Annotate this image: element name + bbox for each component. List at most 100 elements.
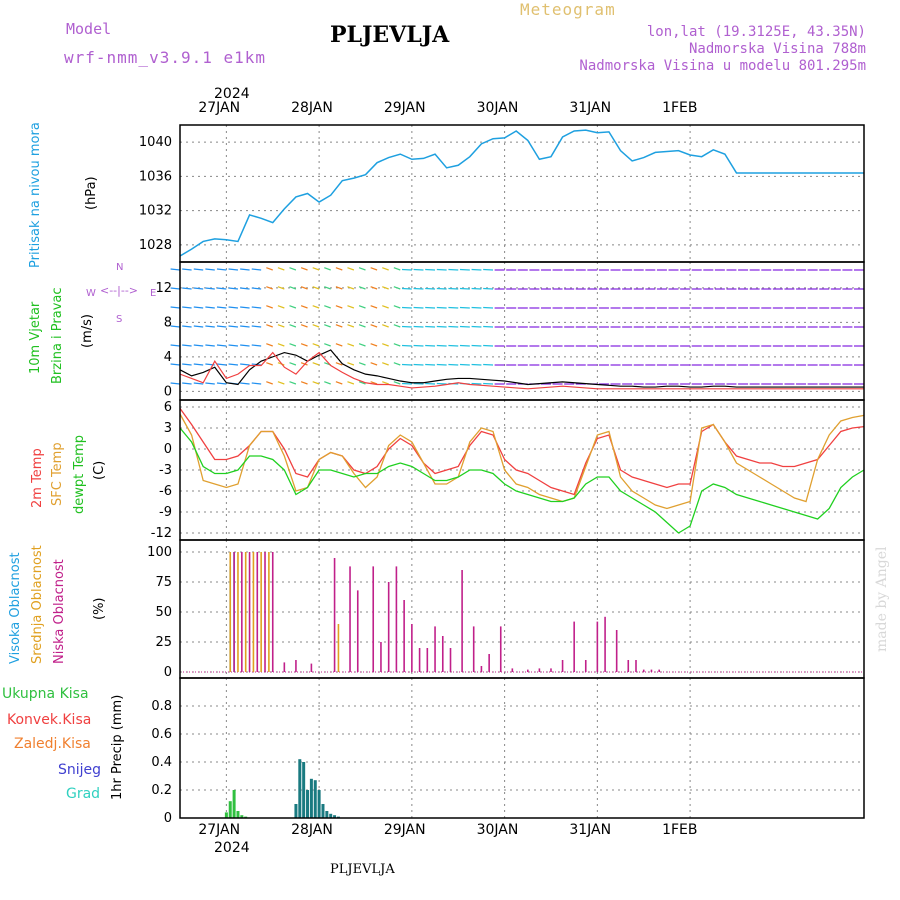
wind-barb — [401, 344, 412, 347]
precip-legend-snow: Snijeg — [58, 762, 102, 778]
wind-barb — [393, 305, 401, 309]
wind-barb — [193, 325, 204, 328]
meteogram-title: Meteogram — [520, 0, 616, 19]
wind-barb — [324, 343, 331, 347]
wind-barb — [266, 324, 273, 328]
wind-barb — [382, 324, 389, 328]
wind-barb — [347, 381, 355, 385]
precip-bar — [228, 801, 232, 818]
wind-barb — [483, 325, 494, 328]
wind-barb — [358, 362, 366, 366]
wind-barb — [216, 382, 227, 385]
wind-barb — [483, 287, 494, 290]
wind-barb — [324, 286, 331, 290]
axis-labels: 102810321036104004812-12-9-6-30360255075… — [139, 135, 172, 826]
wind-compass: N W E S <--|--> — [86, 262, 156, 326]
wind-barb — [335, 343, 343, 347]
wind-barb — [266, 381, 273, 385]
wind-barb — [413, 268, 424, 271]
wind-barb — [240, 363, 250, 366]
wind-barb — [459, 325, 470, 328]
wind-barb — [277, 324, 285, 328]
y-tick-label: 0.6 — [151, 727, 172, 742]
wind-barb — [459, 268, 470, 271]
wind-barb — [312, 286, 320, 290]
wind-barb — [240, 287, 250, 290]
wind-barb — [393, 286, 401, 290]
wind-barb — [266, 267, 273, 271]
wind-barb — [335, 267, 343, 271]
wind-barb — [347, 362, 355, 366]
wind-barb — [289, 286, 297, 290]
wind-barb — [170, 306, 181, 309]
day-label: 28JAN — [291, 822, 333, 838]
wind-barb — [483, 344, 494, 347]
precip-bar — [298, 759, 302, 818]
wind-barb — [436, 325, 447, 328]
wind-barb — [413, 325, 424, 328]
y-tick-label: 4 — [164, 350, 172, 365]
wind-barb — [401, 287, 412, 290]
wind-barb — [300, 305, 308, 309]
wind-barb — [312, 267, 320, 271]
wind-barb — [251, 325, 262, 328]
wind-barb — [300, 324, 308, 328]
wind-barb — [483, 268, 494, 271]
lonlat-text: lon,lat (19.3125E, 43.35N) — [646, 24, 866, 40]
wind-barb — [324, 324, 331, 328]
altitude-text: Nadmorska Visina 788m — [688, 41, 866, 57]
precip-legend-convective: Konvek.Kisa — [7, 712, 92, 728]
wind-barb — [182, 325, 192, 328]
wind-barb — [335, 305, 343, 309]
wind-barb — [251, 382, 262, 385]
panel-frames — [179, 124, 865, 819]
wind-barb — [448, 268, 459, 271]
wind-barb — [471, 306, 482, 309]
y-tick-label: 75 — [155, 575, 172, 590]
y-tick-label: -3 — [159, 463, 172, 478]
wind-barb — [193, 306, 204, 309]
y-tick-label: 6 — [164, 400, 172, 415]
day-label: 1FEB — [662, 100, 698, 116]
day-label: 30JAN — [476, 100, 519, 116]
wind-barb — [182, 306, 192, 309]
temp-line-2 — [179, 427, 865, 534]
wind-barb — [228, 268, 239, 271]
wind-barb — [358, 343, 366, 347]
wind-barb — [347, 343, 355, 347]
wind-barb — [436, 382, 447, 385]
y-tick-label: 100 — [147, 545, 172, 560]
wind-barb — [382, 362, 389, 366]
y-tick-label: 0 — [164, 442, 172, 457]
precip-bar — [329, 813, 333, 818]
wind-barb — [228, 363, 239, 366]
wind-barb — [240, 344, 250, 347]
wind-barb — [182, 268, 192, 271]
wind-barb — [205, 344, 215, 347]
wind-barb — [347, 267, 355, 271]
wind-barb — [216, 287, 227, 290]
day-label: 29JAN — [383, 100, 426, 116]
wind-barb — [347, 305, 355, 309]
temp-line-0 — [179, 408, 865, 496]
wind-barb — [300, 343, 308, 347]
wind-barb — [277, 267, 285, 271]
wind-barb — [459, 287, 470, 290]
wind-barb — [382, 343, 389, 347]
wind-barb — [193, 344, 204, 347]
wind-barb — [448, 287, 459, 290]
wind-barb — [448, 306, 459, 309]
wind-barb — [413, 306, 424, 309]
wind-barb — [228, 325, 239, 328]
wind-barb — [266, 286, 273, 290]
wind-barb — [289, 381, 297, 385]
wind-barb — [425, 363, 436, 366]
day-label: 31JAN — [569, 822, 612, 838]
y-tick-label: -12 — [151, 526, 172, 541]
precip-bar — [294, 804, 298, 818]
panel-frame — [179, 539, 865, 679]
wind-barb — [471, 344, 482, 347]
wind-barb — [471, 325, 482, 328]
y-tick-label: 12 — [155, 281, 172, 296]
